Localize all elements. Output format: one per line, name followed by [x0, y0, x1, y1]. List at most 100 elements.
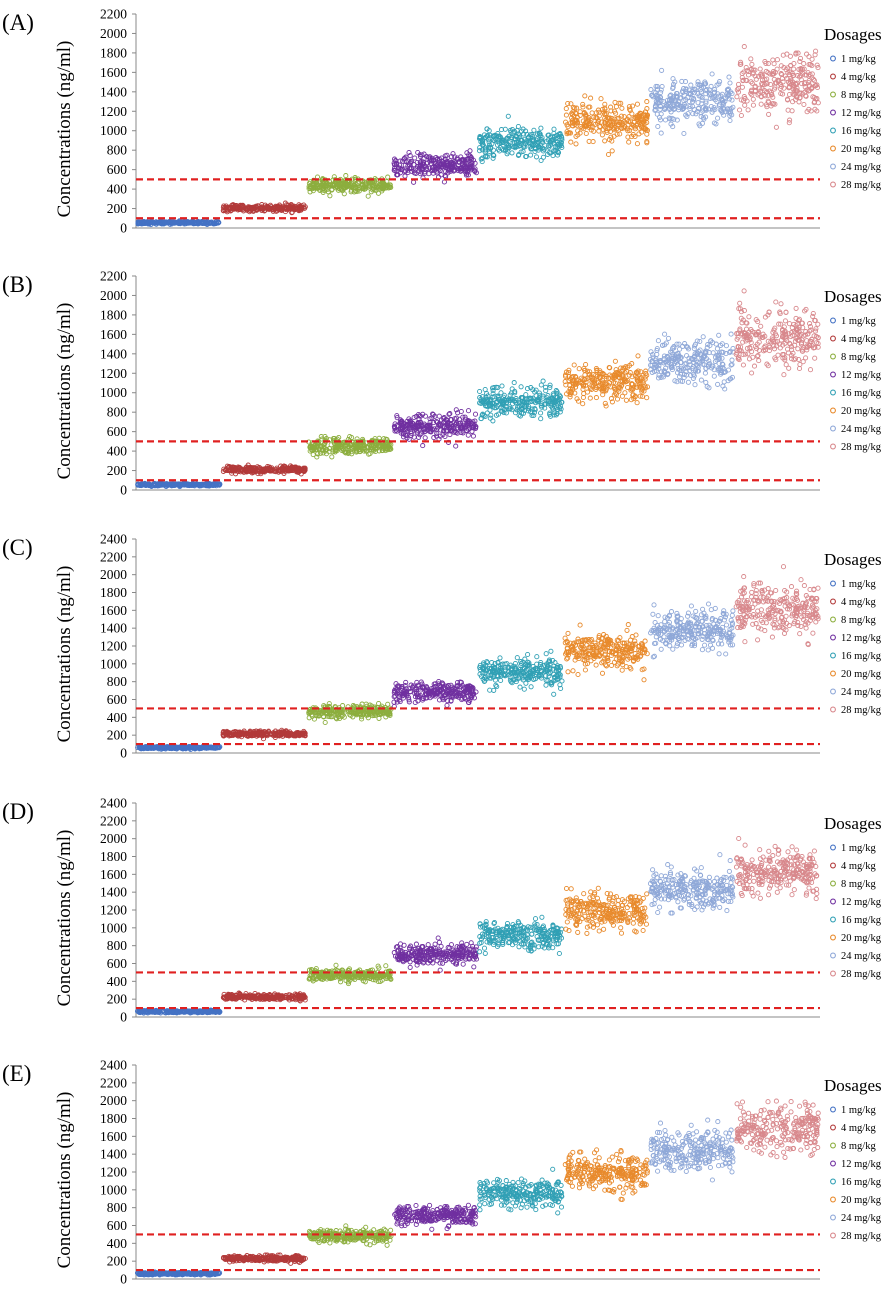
- data-point: [801, 360, 805, 364]
- legend-marker: [831, 318, 836, 323]
- data-point: [775, 58, 779, 62]
- data-point: [590, 111, 594, 115]
- data-point: [783, 319, 787, 323]
- legend-marker: [831, 408, 836, 413]
- y-tick-label: 2000: [100, 26, 127, 41]
- y-tick-label: 400: [107, 444, 128, 459]
- data-point: [666, 336, 670, 340]
- data-point: [613, 359, 617, 363]
- data-point: [635, 142, 639, 146]
- series-16-mg-kg: [477, 114, 564, 163]
- data-point: [512, 381, 516, 385]
- data-point: [713, 88, 717, 92]
- data-point: [774, 125, 778, 129]
- legend-label: 12 mg/kg: [841, 370, 882, 381]
- data-point: [663, 332, 667, 336]
- y-tick-label: 1800: [100, 585, 127, 600]
- data-point: [751, 103, 755, 107]
- series-1-mg-kg: [136, 744, 222, 752]
- data-point: [750, 371, 754, 375]
- data-point: [534, 155, 538, 159]
- data-point: [739, 113, 743, 117]
- data-point: [671, 77, 675, 81]
- legend-marker: [831, 164, 836, 169]
- data-point: [583, 94, 587, 98]
- y-tick-label: 1400: [100, 621, 127, 636]
- data-point: [569, 140, 573, 144]
- data-point: [589, 96, 593, 100]
- y-tick-label: 800: [107, 405, 128, 420]
- legend-marker: [831, 354, 836, 359]
- data-point: [715, 347, 719, 351]
- y-tick-label: 0: [120, 221, 127, 236]
- data-point: [786, 108, 790, 112]
- data-point: [606, 152, 610, 156]
- data-point: [328, 194, 332, 198]
- data-point: [594, 396, 598, 400]
- data-point: [757, 359, 761, 363]
- data-point: [624, 398, 628, 402]
- data-point: [796, 347, 800, 351]
- data-point: [564, 113, 568, 117]
- data-point: [686, 380, 690, 384]
- data-point: [705, 87, 709, 91]
- data-point: [682, 131, 686, 135]
- legend-label: 4 mg/kg: [841, 334, 876, 345]
- series-8-mg-kg: [307, 701, 393, 724]
- y-tick-label: 1400: [100, 84, 127, 99]
- data-point: [787, 121, 791, 125]
- data-point: [583, 373, 587, 377]
- data-point: [729, 332, 733, 336]
- data-point: [779, 302, 783, 306]
- data-point: [311, 453, 315, 457]
- data-point: [636, 354, 640, 358]
- data-point: [771, 58, 775, 62]
- data-point: [710, 72, 714, 76]
- series-4-mg-kg: [221, 201, 307, 215]
- data-point: [506, 114, 510, 118]
- series-20-mg-kg: [563, 354, 650, 408]
- data-point: [459, 409, 463, 413]
- y-tick-label: 0: [120, 483, 127, 498]
- y-tick-label: 1600: [100, 603, 127, 618]
- series-28-mg-kg: [735, 45, 821, 130]
- series-1-mg-kg: [136, 219, 221, 227]
- data-point: [539, 417, 543, 421]
- data-point: [752, 364, 756, 368]
- data-point: [510, 387, 514, 391]
- data-point: [584, 131, 588, 135]
- panel-label: (C): [2, 535, 33, 560]
- data-point: [478, 389, 482, 393]
- data-point: [794, 306, 798, 310]
- y-tick-label: 200: [107, 463, 128, 478]
- data-point: [790, 109, 794, 113]
- data-point: [635, 401, 639, 405]
- data-point: [627, 140, 631, 144]
- data-point: [466, 409, 470, 413]
- series-8-mg-kg: [307, 434, 393, 459]
- scatter-chart: (C)Concentrations (ng/ml)020040060080010…: [0, 525, 892, 782]
- data-point: [610, 149, 614, 153]
- legend-label: 16 mg/kg: [841, 388, 882, 399]
- legend-marker: [831, 372, 836, 377]
- data-point: [792, 61, 796, 65]
- y-tick-label: 600: [107, 162, 128, 177]
- legend-label: 28 mg/kg: [841, 180, 882, 191]
- data-point: [722, 380, 726, 384]
- data-point: [656, 339, 660, 343]
- data-point: [742, 289, 746, 293]
- y-tick-label: 1000: [100, 123, 127, 138]
- data-point: [689, 83, 693, 87]
- data-point: [787, 322, 791, 326]
- y-tick-label: 200: [107, 728, 128, 743]
- data-point: [421, 444, 425, 448]
- legend-marker: [831, 146, 836, 151]
- scatter-chart: (A)Concentrations (ng/ml)020040060080010…: [0, 0, 892, 257]
- y-tick-label: 1600: [100, 327, 127, 342]
- legend-label: 1 mg/kg: [841, 316, 876, 327]
- data-point: [808, 368, 812, 372]
- legend-marker: [831, 444, 836, 449]
- legend-label: 4 mg/kg: [841, 72, 876, 83]
